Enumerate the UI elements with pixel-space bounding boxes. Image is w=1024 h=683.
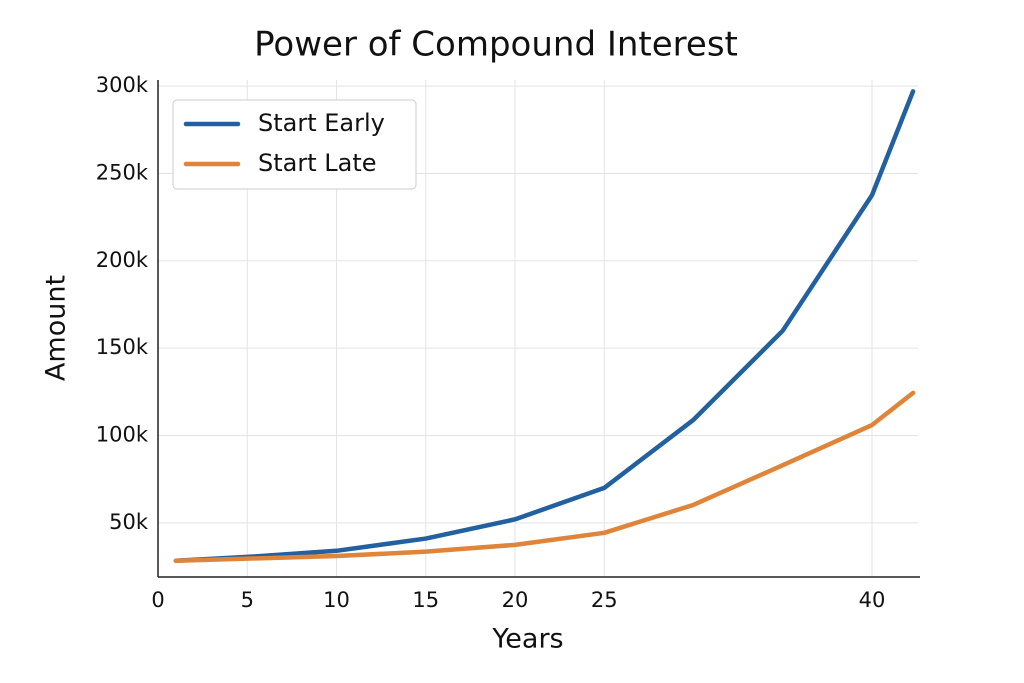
x-tick-label: 10 [323,588,350,612]
y-tick-label: 200k [96,248,149,272]
legend: Start Early Start Late [172,99,417,190]
x-tick-label: 5 [241,588,254,612]
line [173,390,916,564]
grid [157,80,918,577]
x-tick-label: 40 [859,588,886,612]
x-tick-label: 15 [412,588,439,612]
y-tick-label: 50k [109,510,149,534]
chart-title: Power of Compound Interest [254,25,738,65]
y-axis-label: Amount [41,275,72,381]
x-tick-label: 20 [502,588,529,612]
plot [173,89,916,564]
y-tick-label: 100k [96,422,149,446]
x-axis-label: Years [491,624,563,655]
legend-label: Start Late [258,149,377,177]
x-tick-label: 0 [151,588,164,612]
y-tick-label: 150k [96,335,149,359]
y-tick-label: 300k [96,73,149,97]
legend-label: Start Early [258,109,385,137]
line [173,89,916,564]
x-tick-label: 25 [591,588,618,612]
y-tick-label: 250k [96,160,149,184]
